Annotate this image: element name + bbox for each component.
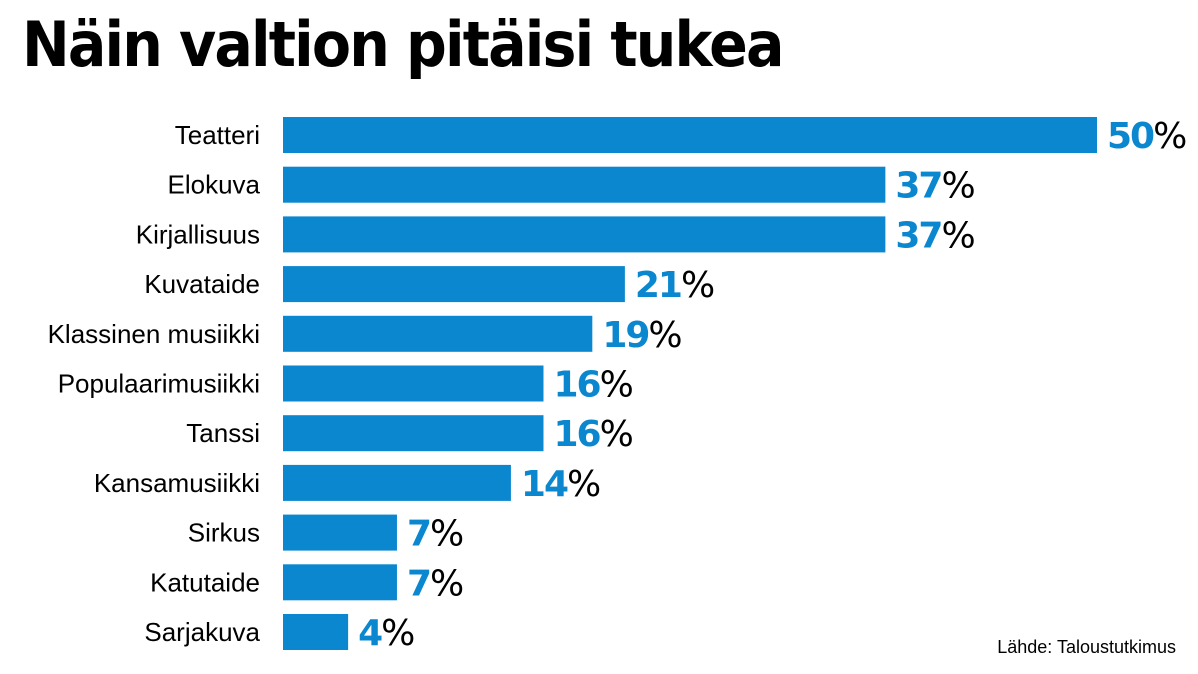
value-label-katutaide: 7% bbox=[407, 563, 464, 604]
value-label-kuvataide: 21% bbox=[635, 265, 715, 306]
category-label-populaarimusiikki: Populaarimusiikki bbox=[58, 369, 260, 399]
bar-katutaide bbox=[283, 564, 397, 601]
value-label-klassinen-musiikki: 19% bbox=[602, 315, 682, 356]
bar-tanssi bbox=[283, 415, 544, 452]
bar-kirjallisuus bbox=[283, 216, 886, 253]
category-label-sirkus: Sirkus bbox=[188, 518, 260, 548]
category-label-kuvataide: Kuvataide bbox=[144, 269, 260, 299]
value-label-populaarimusiikki: 16% bbox=[553, 365, 633, 406]
value-label-elokuva: 37% bbox=[895, 166, 975, 207]
bar-klassinen-musiikki bbox=[283, 315, 593, 352]
value-label-sirkus: 7% bbox=[407, 514, 464, 555]
bar-sirkus bbox=[283, 514, 397, 551]
category-label-teatteri: Teatteri bbox=[175, 120, 260, 150]
category-label-klassinen-musiikki: Klassinen musiikki bbox=[48, 319, 260, 349]
value-label-kirjallisuus: 37% bbox=[895, 215, 975, 256]
category-label-katutaide: Katutaide bbox=[150, 567, 260, 597]
category-label-kansamusiikki: Kansamusiikki bbox=[94, 468, 260, 498]
category-label-sarjakuva: Sarjakuva bbox=[144, 617, 260, 647]
bar-populaarimusiikki bbox=[283, 365, 544, 402]
value-label-tanssi: 16% bbox=[553, 414, 633, 455]
value-label-sarjakuva: 4% bbox=[358, 613, 415, 654]
bar-teatteri bbox=[283, 117, 1097, 153]
bar-kuvataide bbox=[283, 266, 625, 303]
category-label-elokuva: Elokuva bbox=[168, 170, 261, 200]
chart-title: Näin valtion pitäisi tukea bbox=[22, 8, 784, 81]
bar-elokuva bbox=[283, 166, 886, 203]
value-label-teatteri: 50% bbox=[1107, 116, 1187, 157]
category-label-tanssi: Tanssi bbox=[186, 418, 260, 448]
source-note: Lähde: Taloustutkimus bbox=[997, 637, 1176, 657]
bar-sarjakuva bbox=[283, 614, 349, 650]
value-label-kansamusiikki: 14% bbox=[521, 464, 601, 505]
bar-kansamusiikki bbox=[283, 464, 511, 501]
category-label-kirjallisuus: Kirjallisuus bbox=[136, 219, 260, 249]
